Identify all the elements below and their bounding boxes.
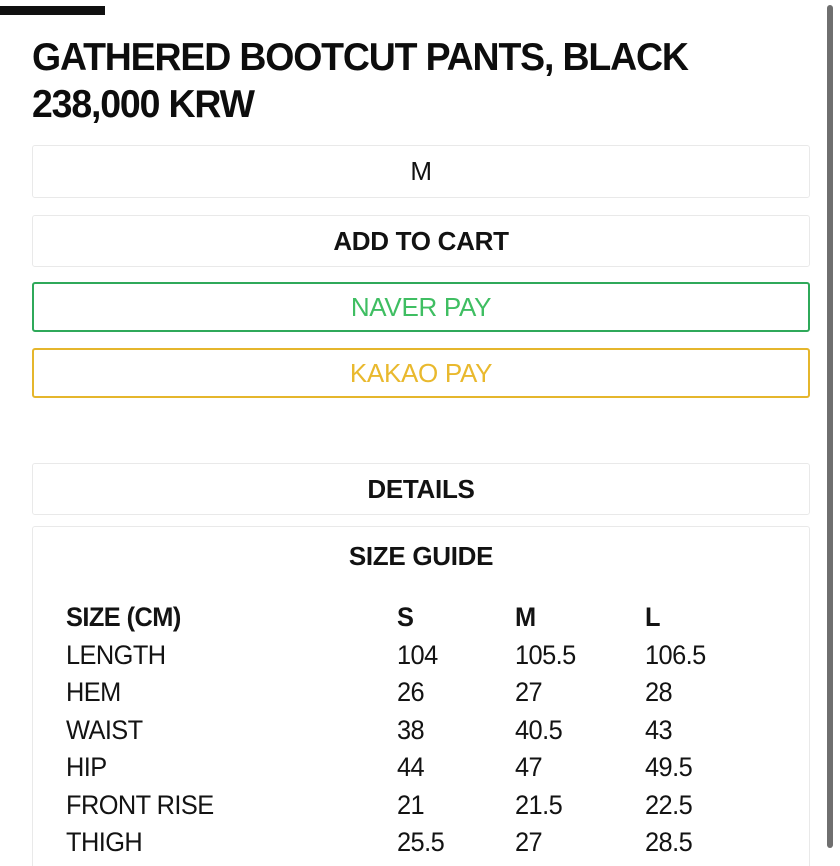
- row-value-m: 47: [515, 752, 543, 783]
- size-table-header-label: SIZE (CM): [66, 602, 181, 633]
- row-value-m: 27: [515, 827, 543, 858]
- row-value-s: 38: [397, 714, 425, 745]
- size-table-header-m: M: [515, 602, 536, 633]
- row-label: LENGTH: [66, 639, 166, 670]
- row-value-s: 104: [397, 639, 438, 670]
- table-row: HEM 26 27 28: [66, 674, 809, 712]
- table-row: HIP 44 47 49.5: [66, 749, 809, 787]
- table-row: WAIST 38 40.5 43: [66, 712, 809, 750]
- row-label: WAIST: [66, 714, 143, 745]
- row-value-l: 49.5: [645, 752, 693, 783]
- size-selector-value: M: [410, 156, 432, 186]
- scrollbar-track: [827, 5, 833, 848]
- row-value-m: 27: [515, 677, 543, 708]
- size-guide-accordion-button[interactable]: SIZE GUIDE: [33, 540, 809, 572]
- row-value-m: 21.5: [515, 789, 563, 820]
- details-label: DETAILS: [367, 473, 475, 504]
- naver-pay-button[interactable]: NAVER PAY: [32, 282, 810, 332]
- row-label: THIGH: [66, 827, 143, 858]
- table-row: FRONT RISE 21 21.5 22.5: [66, 787, 809, 825]
- size-table-header-row: SIZE (CM) S M L: [66, 599, 809, 637]
- table-row: THIGH 25.5 27 28.5: [66, 824, 809, 862]
- row-value-s: 44: [397, 752, 425, 783]
- row-value-s: 25.5: [397, 827, 445, 858]
- size-table-header-l: L: [645, 602, 661, 633]
- kakao-pay-label: KAKAO PAY: [349, 357, 493, 388]
- row-value-s: 26: [397, 677, 425, 708]
- product-title: GATHERED BOOTCUT PANTS, BLACK: [32, 36, 689, 79]
- row-label: HEM: [66, 677, 121, 708]
- row-label: FRONT RISE: [66, 789, 214, 820]
- size-guide-section: SIZE GUIDE SIZE (CM) S M L LENGTH 104 10…: [32, 526, 810, 866]
- add-to-cart-button[interactable]: ADD TO CART: [32, 215, 810, 267]
- kakao-pay-button[interactable]: KAKAO PAY: [32, 348, 810, 398]
- naver-pay-label: NAVER PAY: [350, 291, 492, 322]
- row-value-m: 40.5: [515, 714, 563, 745]
- add-to-cart-label: ADD TO CART: [333, 225, 509, 256]
- product-price: 238,000 KRW: [32, 83, 255, 126]
- row-value-l: 106.5: [645, 639, 706, 670]
- details-accordion-button[interactable]: DETAILS: [32, 463, 810, 515]
- row-label: HIP: [66, 752, 107, 783]
- size-table-header-s: S: [397, 602, 414, 633]
- product-header: GATHERED BOOTCUT PANTS, BLACK 238,000 KR…: [32, 34, 792, 128]
- row-value-m: 105.5: [515, 639, 576, 670]
- row-value-s: 21: [397, 789, 425, 820]
- size-guide-table: SIZE (CM) S M L LENGTH 104 105.5 106.5 H…: [66, 599, 809, 862]
- row-value-l: 28.5: [645, 827, 693, 858]
- scrollbar-thumb[interactable]: [827, 5, 833, 848]
- row-value-l: 22.5: [645, 789, 693, 820]
- row-value-l: 43: [645, 714, 673, 745]
- row-value-l: 28: [645, 677, 673, 708]
- size-selector[interactable]: M: [32, 145, 810, 198]
- logo-bar: [0, 6, 105, 15]
- size-guide-label: SIZE GUIDE: [348, 540, 494, 571]
- table-row: LENGTH 104 105.5 106.5: [66, 637, 809, 675]
